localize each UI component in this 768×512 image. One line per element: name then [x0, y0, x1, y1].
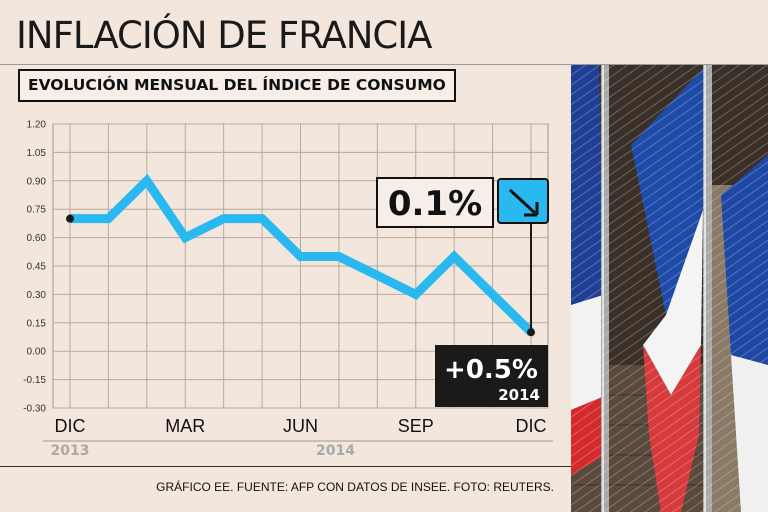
line-chart: 1.20 1.05 0.90 0.75 0.60 0.45 0.30 0.15 0.00 -0.1…: [23, 120, 553, 459]
data-point: [376, 274, 378, 276]
y-tick-label: 0.00: [27, 347, 47, 358]
start-point-marker: [66, 214, 74, 223]
y-tick-label: 1.05: [27, 148, 47, 159]
latest-value-box: [376, 177, 494, 228]
data-series: [66, 173, 535, 337]
footer-divider: [0, 466, 571, 467]
data-point: [453, 256, 455, 258]
chart-callouts: 0.1% +0.5%2014: [376, 177, 549, 407]
data-point: [223, 218, 225, 220]
x-tick-label: DIC: [55, 416, 86, 436]
x-axis-ticks: DIC MAR JUN SEP DIC: [55, 416, 547, 436]
data-point: [146, 180, 148, 182]
x-tick-label: MAR: [165, 416, 205, 436]
flags-photo: [571, 65, 768, 512]
data-point: [492, 293, 494, 295]
y-axis-ticks: 1.20 1.05 0.90 0.75 0.60 0.45 0.30 0.15 0.00 -0.1…: [23, 120, 46, 415]
x-tick-label: JUN: [283, 416, 318, 436]
data-point: [338, 256, 340, 258]
year-label-2013: 2013: [51, 443, 90, 459]
arrow-shaft: [508, 188, 537, 215]
year-label-2014: 2014: [316, 443, 355, 459]
data-point: [415, 293, 417, 295]
x-tick-label: DIC: [516, 416, 547, 436]
data-point: [107, 218, 109, 220]
footer-credits: GRÁFICO EE. FUENTE: AFP CON DATOS DE INS…: [156, 480, 554, 494]
y-tick-label: -0.30: [23, 404, 46, 415]
y-tick-label: 0.90: [27, 176, 47, 187]
y-tick-label: 0.45: [27, 262, 47, 273]
annual-value: +0.5%: [444, 355, 538, 385]
y-tick-label: 0.60: [27, 233, 47, 244]
chart-subtitle: EVOLUCIÓN MENSUAL DEL ÍNDICE DE CONSUMO: [18, 69, 456, 102]
y-tick-label: 0.75: [27, 205, 47, 216]
data-point: [184, 237, 186, 239]
annual-year: 2014: [498, 386, 540, 404]
arrow-head: [524, 202, 539, 217]
year-labels: 2013 2014: [43, 440, 553, 459]
latest-value: 0.1%: [388, 184, 482, 224]
y-tick-label: 0.30: [27, 290, 47, 301]
stripe-overlay: [571, 65, 768, 512]
y-tick-label: 0.15: [27, 318, 47, 329]
header-divider: [0, 64, 768, 65]
page-title: INFLACIÓN DE FRANCIA: [16, 14, 432, 57]
x-tick-label: SEP: [398, 416, 434, 436]
y-tick-label: -0.15: [23, 375, 46, 386]
data-point: [300, 256, 301, 258]
data-point: [261, 218, 263, 220]
y-tick-label: 1.20: [27, 120, 47, 131]
annual-value-box: [435, 345, 548, 407]
